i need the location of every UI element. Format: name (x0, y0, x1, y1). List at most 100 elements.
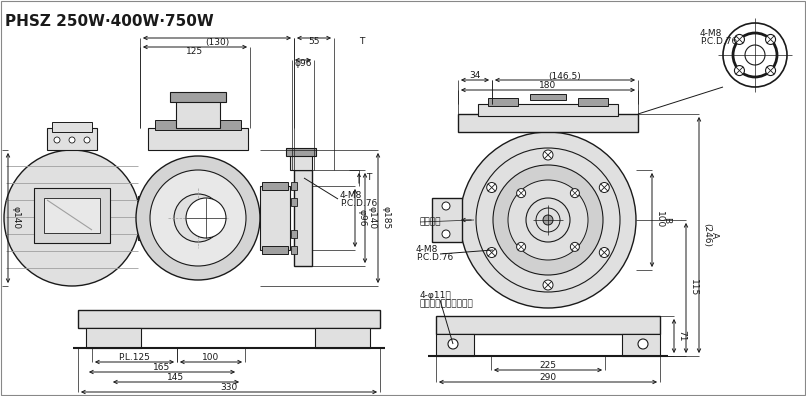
Bar (176, 98, 220, 128)
Bar (138, 196, 190, 240)
Bar (530, 94, 566, 100)
Text: 100: 100 (202, 354, 219, 362)
Circle shape (734, 66, 745, 76)
Circle shape (69, 137, 75, 143)
Circle shape (571, 188, 580, 198)
Circle shape (745, 45, 765, 65)
Bar (44, 198, 100, 233)
Bar (578, 98, 608, 106)
Bar (458, 114, 638, 132)
Text: φ140: φ140 (11, 206, 20, 230)
Bar (291, 246, 297, 254)
Bar (260, 186, 290, 250)
Text: 4-M8: 4-M8 (700, 29, 722, 38)
Bar (286, 148, 316, 156)
Bar (52, 122, 92, 132)
Bar (34, 188, 110, 243)
Circle shape (526, 198, 570, 242)
Circle shape (62, 208, 82, 228)
Text: A: A (710, 232, 719, 238)
Circle shape (487, 248, 496, 257)
Circle shape (442, 202, 450, 210)
Text: 180: 180 (539, 82, 557, 91)
Bar (478, 104, 618, 116)
Circle shape (508, 180, 588, 260)
Text: φ140: φ140 (368, 206, 377, 230)
Bar (291, 198, 297, 206)
Circle shape (543, 150, 553, 160)
Bar (294, 170, 312, 266)
Text: 4-M8: 4-M8 (340, 190, 363, 200)
Circle shape (54, 137, 60, 143)
Text: 34: 34 (469, 72, 480, 80)
Circle shape (68, 214, 76, 222)
Text: φ96: φ96 (294, 59, 312, 69)
Circle shape (723, 23, 787, 87)
Text: P.C.D.76: P.C.D.76 (416, 253, 453, 263)
Bar (262, 182, 288, 190)
Bar (47, 128, 97, 150)
Text: 225: 225 (539, 362, 556, 371)
Circle shape (84, 137, 90, 143)
Bar (170, 92, 226, 102)
Text: T: T (366, 173, 372, 183)
Text: 100: 100 (655, 211, 664, 228)
Text: 145: 145 (168, 373, 185, 383)
Bar (86, 328, 141, 348)
Circle shape (638, 339, 648, 349)
Circle shape (543, 215, 553, 225)
Circle shape (460, 132, 636, 308)
Circle shape (734, 34, 745, 44)
Bar (315, 328, 370, 348)
Text: 71: 71 (677, 330, 686, 342)
Bar (155, 120, 241, 130)
Bar (142, 195, 150, 205)
Bar (142, 231, 150, 241)
Circle shape (186, 198, 226, 238)
Bar (432, 198, 462, 242)
Circle shape (766, 34, 775, 44)
Circle shape (600, 248, 609, 257)
Circle shape (493, 165, 603, 275)
Text: 回転方向: 回転方向 (420, 217, 442, 227)
Bar (436, 334, 474, 356)
Text: 165: 165 (153, 364, 171, 373)
Bar (291, 230, 297, 238)
Text: 330: 330 (220, 383, 238, 392)
Text: P.C.D.76: P.C.D.76 (700, 38, 737, 46)
Circle shape (476, 148, 620, 292)
Bar (622, 334, 660, 356)
Bar (78, 310, 380, 328)
Circle shape (766, 66, 775, 76)
Circle shape (150, 170, 246, 266)
Text: 55: 55 (308, 38, 320, 46)
Text: 125: 125 (186, 46, 204, 55)
Circle shape (174, 194, 222, 242)
Bar (488, 98, 518, 106)
Text: φ185: φ185 (381, 206, 390, 230)
Bar (291, 182, 297, 190)
Circle shape (487, 183, 496, 192)
Bar (436, 316, 660, 334)
Text: P.L.125: P.L.125 (118, 354, 151, 362)
Text: 4-φ11穴: 4-φ11穴 (420, 291, 451, 301)
Text: 290: 290 (539, 373, 557, 383)
Text: アンカーボルト取付用: アンカーボルト取付用 (420, 299, 474, 308)
Text: 115: 115 (689, 279, 698, 297)
Text: 4-M8: 4-M8 (416, 246, 438, 255)
Circle shape (136, 156, 260, 280)
Circle shape (4, 150, 140, 286)
Text: (130): (130) (205, 38, 229, 46)
Text: PHSZ 250W·400W·750W: PHSZ 250W·400W·750W (5, 14, 214, 29)
Text: T: T (359, 38, 364, 46)
Circle shape (543, 280, 553, 290)
Circle shape (536, 208, 560, 232)
Text: (146.5): (146.5) (549, 72, 581, 80)
Bar (262, 246, 288, 254)
Circle shape (517, 242, 526, 251)
Circle shape (571, 242, 580, 251)
Text: φ96: φ96 (358, 209, 367, 227)
Bar (290, 154, 312, 170)
Text: B: B (662, 217, 671, 223)
Text: P.C.D.76: P.C.D.76 (340, 198, 377, 208)
